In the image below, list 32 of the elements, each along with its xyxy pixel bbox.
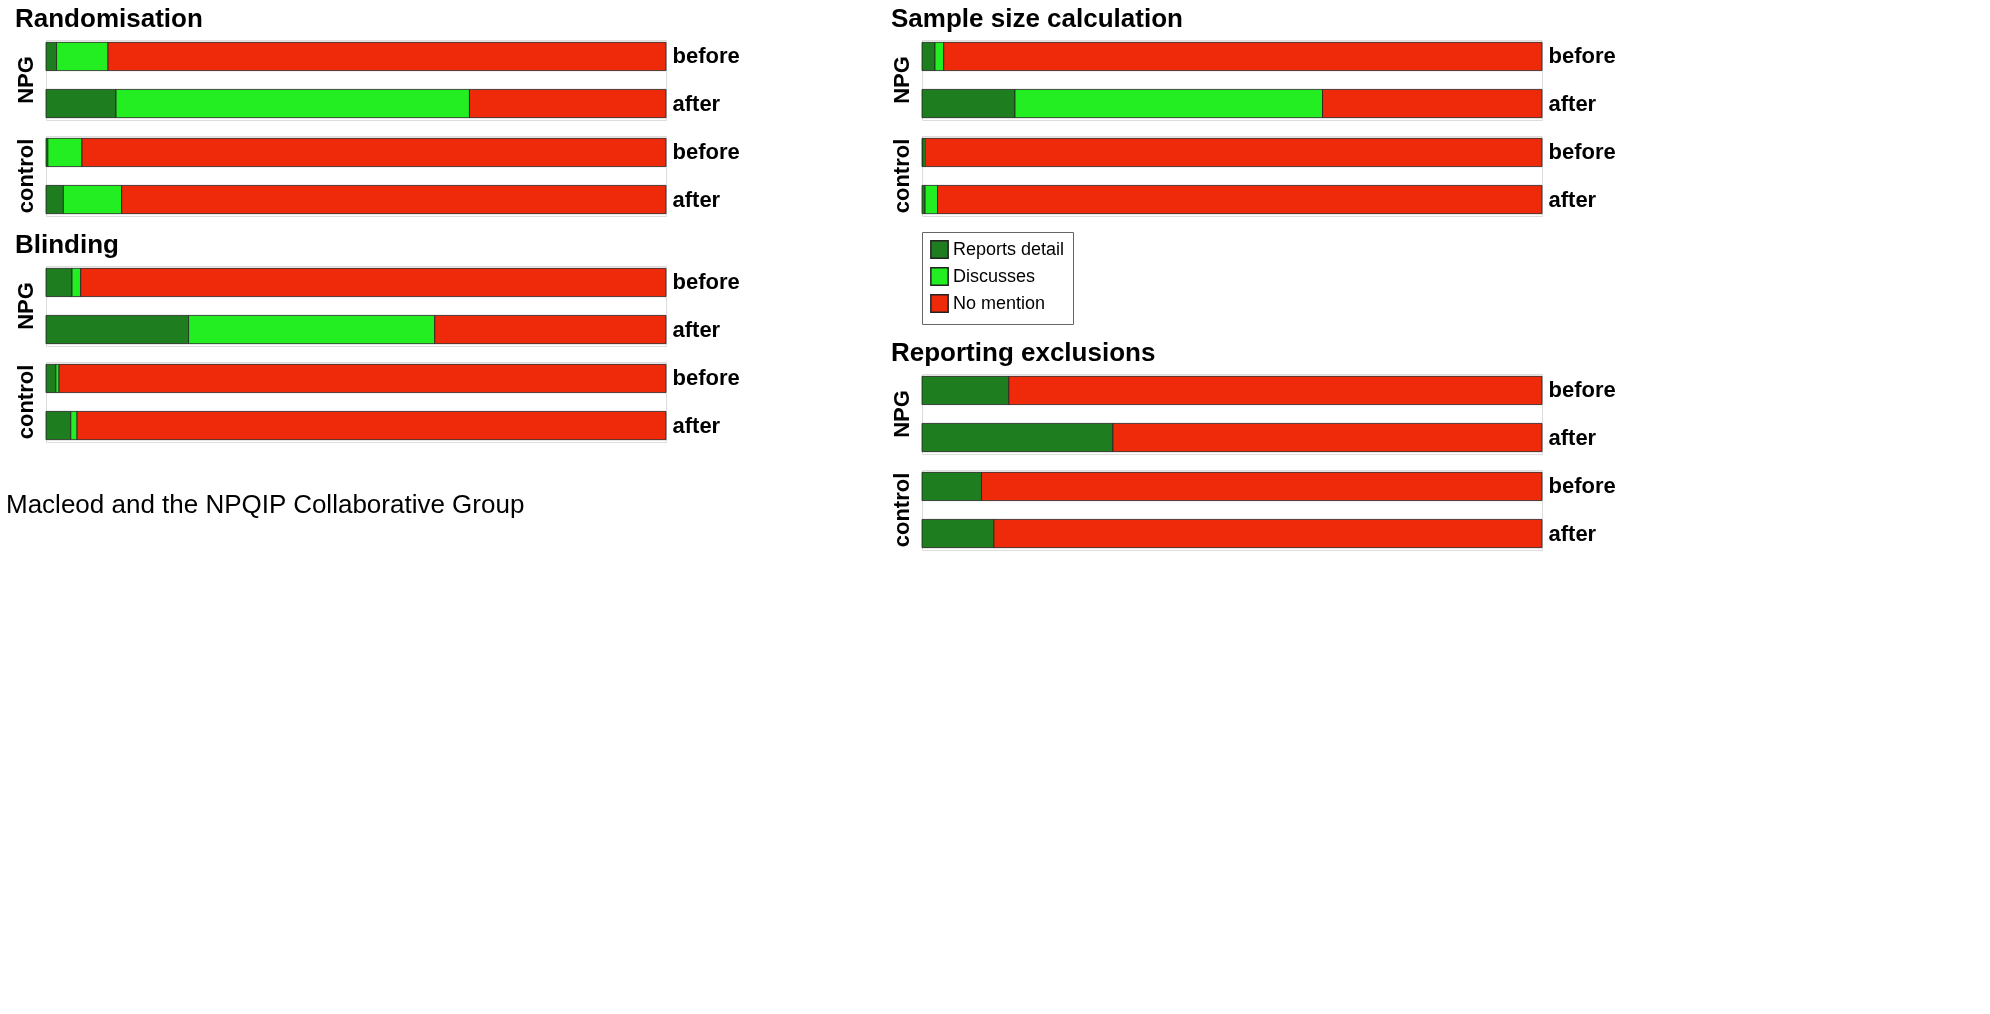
legend-label: Discusses xyxy=(953,265,1036,286)
y-axis-title: NPG xyxy=(889,56,914,104)
text: Macleod and the NPQIP Collaborative Group xyxy=(6,489,525,519)
y-tick-label: before xyxy=(1548,473,1616,499)
y-tick-label: before xyxy=(672,139,740,165)
y-tick-label: after xyxy=(672,186,721,212)
y-tick-label: after xyxy=(672,316,721,342)
y-tick-label: before xyxy=(672,43,740,69)
y-tick-label: after xyxy=(1548,90,1597,116)
legend-label: Reports detail xyxy=(953,238,1065,259)
y-tick-label: after xyxy=(1548,424,1597,450)
y-tick-label: before xyxy=(672,269,740,295)
y-axis-title: control xyxy=(889,138,914,214)
y-axis-title: NPG xyxy=(13,56,38,104)
y-tick-label: before xyxy=(1548,139,1616,165)
y-tick-label: before xyxy=(672,365,740,391)
chart-title: Randomisation xyxy=(15,3,203,33)
y-tick-label: after xyxy=(672,90,721,116)
chart-title: Sample size calculation xyxy=(891,3,1183,33)
chart-title: Reporting exclusions xyxy=(891,337,1156,367)
y-tick-label: after xyxy=(1548,520,1597,546)
y-tick-label: after xyxy=(1548,186,1597,212)
y-axis-title: control xyxy=(889,472,914,548)
y-axis-title: NPG xyxy=(13,282,38,330)
y-axis-title: control xyxy=(13,364,38,440)
y-axis-title: NPG xyxy=(889,390,914,438)
y-tick-label: before xyxy=(1548,377,1616,403)
y-axis-title: control xyxy=(13,138,38,214)
chart-title: Blinding xyxy=(15,229,119,259)
y-tick-label: after xyxy=(672,412,721,438)
y-tick-label: before xyxy=(1548,43,1616,69)
legend-label: No mention xyxy=(953,292,1046,313)
